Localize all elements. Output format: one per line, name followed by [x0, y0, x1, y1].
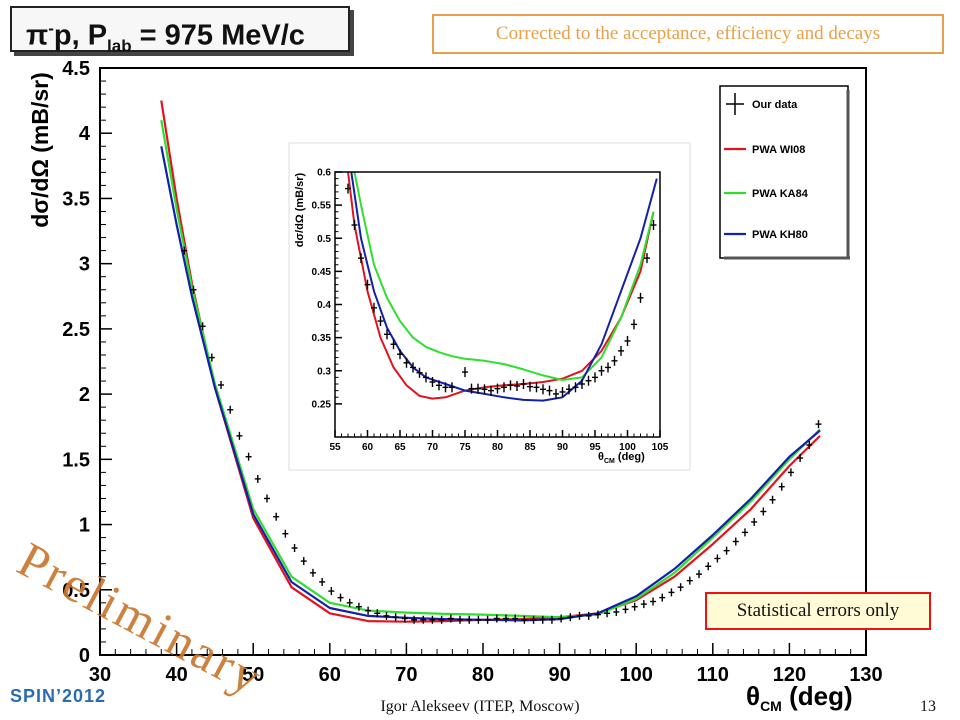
- inset-x-tick-label: 60: [362, 442, 374, 453]
- main-x-tick-label: 100: [620, 664, 653, 686]
- inset-x-tick-label: 95: [589, 442, 601, 453]
- main-x-tick-label: 60: [319, 664, 341, 686]
- inset-y-tick-label: 0.3: [317, 366, 331, 377]
- main-y-axis-label: dσ/dΩ (mB/sr): [27, 72, 53, 228]
- main-y-tick-label: 1.5: [62, 449, 90, 471]
- inset-y-tick-label: 0.6: [317, 168, 331, 179]
- inset-y-tick-label: 0.5: [317, 234, 331, 245]
- main-x-tick-label: 30: [89, 664, 111, 686]
- reaction-title: π-p, Plab = 975 MeV/c: [10, 6, 350, 56]
- inset-y-axis-label: dσ/dΩ (mB/sr): [294, 172, 306, 247]
- legend-label: PWA KA84: [752, 188, 809, 200]
- main-y-tick-label: 2: [79, 384, 90, 406]
- main-x-tick-label: 40: [165, 664, 187, 686]
- main-x-tick-label: 120: [773, 664, 806, 686]
- main-x-tick-label: 90: [548, 664, 570, 686]
- inset-curve-ka84: [353, 172, 655, 381]
- legend-label: PWA KH80: [752, 229, 808, 241]
- main-y-tick-label: 3: [79, 254, 90, 276]
- statistical-errors-note: Statistical errors only: [705, 592, 931, 630]
- page-number: 13: [920, 698, 936, 715]
- inset-x-axis-label: θCM (deg): [598, 451, 645, 465]
- main-y-tick-label: 0: [79, 645, 90, 667]
- main-y-tick-label: 0.5: [62, 580, 90, 602]
- main-y-tick-label: 2.5: [62, 319, 90, 341]
- inset-y-tick-label: 0.45: [312, 267, 332, 278]
- inset-x-tick-label: 75: [459, 442, 471, 453]
- main-x-tick-label: 80: [472, 664, 494, 686]
- inset-y-tick-label: 0.4: [317, 300, 331, 311]
- inset-x-tick-label: 105: [652, 442, 669, 453]
- inset-plot-area: [335, 172, 660, 437]
- main-x-tick-label: 70: [395, 664, 417, 686]
- inset-x-tick-label: 85: [524, 442, 536, 453]
- inset-x-tick-label: 90: [557, 442, 569, 453]
- correction-note: Corrected to the acceptance, efficiency …: [432, 14, 944, 54]
- title-charge: -: [48, 19, 54, 38]
- inset-y-tick-label: 0.25: [312, 399, 332, 410]
- legend-label: Our data: [752, 99, 798, 111]
- title-momentum-label: p, P: [53, 19, 108, 52]
- main-x-tick-label: 50: [242, 664, 264, 686]
- main-x-tick-label: 130: [849, 664, 882, 686]
- main-x-tick-label: 110: [697, 664, 729, 686]
- inset-y-tick-label: 0.35: [312, 333, 332, 344]
- main-y-tick-label: 1: [79, 515, 90, 537]
- inset-x-tick-label: 65: [394, 442, 406, 453]
- author-label: Igor Alekseev (ITEP, Moscow): [380, 698, 580, 715]
- title-momentum-value: = 975 MeV/c: [131, 19, 305, 52]
- legend-label: PWA WI08: [752, 144, 805, 156]
- inset-x-tick-label: 100: [619, 442, 636, 453]
- inset-plot-content: [345, 172, 658, 402]
- main-curve-kh80: [160, 146, 821, 622]
- title-pi: π: [26, 19, 49, 52]
- title-lab-subscript: lab: [107, 36, 132, 56]
- inset-x-tick-label: 80: [492, 442, 504, 453]
- main-y-tick-label: 4: [79, 123, 91, 145]
- inset-x-tick-label: 70: [427, 442, 439, 453]
- conference-label: SPIN’2012: [10, 686, 107, 706]
- main-y-tick-label: 4.5: [62, 58, 90, 80]
- main-curve-ka84: [160, 120, 821, 619]
- inset-y-tick-label: 0.55: [312, 201, 332, 212]
- main-y-tick-label: 3.5: [62, 188, 90, 210]
- main-x-axis-label: θCM (deg): [746, 681, 853, 714]
- legend-box: [719, 85, 849, 259]
- inset-curve-wi08: [347, 172, 655, 400]
- inset-x-tick-label: 55: [329, 442, 341, 453]
